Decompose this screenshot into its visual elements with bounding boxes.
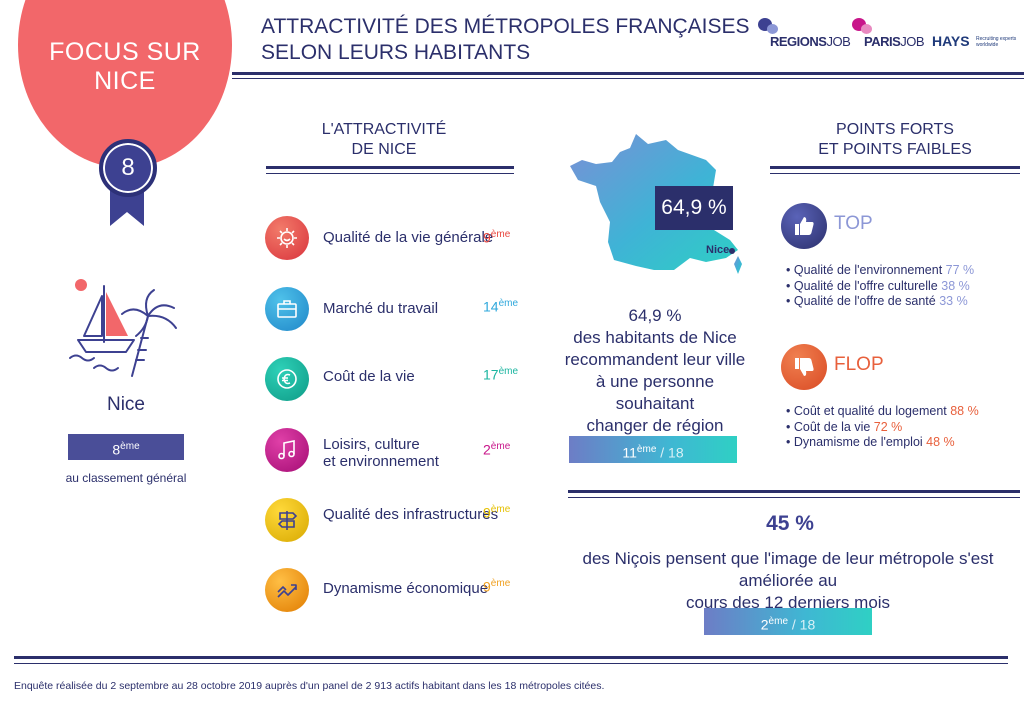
parisjob-logo-bubble-2 <box>861 24 872 34</box>
euro-coin-icon <box>277 369 297 389</box>
criteria-rule <box>266 166 514 169</box>
recommend-percent-box: 64,9 % <box>655 186 733 230</box>
parisjob-logo: PARISJOB <box>864 34 925 49</box>
footer-rule <box>14 656 1008 659</box>
criteria-heading: L'ATTRACTIVITÉ DE NICE <box>321 121 447 158</box>
top-item: Qualité de l'environnement 77 % <box>786 263 974 279</box>
sailboat-palm-illustration <box>69 279 177 377</box>
criterion-rank: 9ème <box>483 504 511 521</box>
trend-arrows-icon <box>277 584 297 598</box>
criterion-label: Loisirs, culture et environnement <box>323 436 439 470</box>
page-title: ATTRACTIVITÉ DES MÉTROPOLES FRANÇAISES S… <box>261 15 750 64</box>
hays-logo: HAYS <box>932 33 970 49</box>
image-rank-bar: 2ème / 18 <box>704 608 872 635</box>
criterion-icon-leisure-culture <box>265 428 309 472</box>
recommend-text: 64,9 % des habitants de Nice recommanden… <box>564 306 746 435</box>
criterion-rank: 9ème <box>483 578 511 595</box>
criterion-label: Dynamisme économique <box>323 580 489 597</box>
points-rule <box>770 166 1020 169</box>
header-rule-thin <box>232 78 1024 79</box>
nice-location-dot <box>729 248 735 254</box>
city-name: Nice <box>106 394 145 415</box>
criterion-icon-quality-of-life <box>265 216 309 260</box>
criterion-icon-economic-dynamism <box>265 568 309 612</box>
recommend-rank-bar: 11ème / 18 <box>569 436 737 463</box>
flop-item: Coût de la vie 72 % <box>786 420 979 436</box>
strengths-weaknesses-heading: POINTS FORTS ET POINTS FAIBLES <box>818 121 972 158</box>
focus-title: FOCUS SUR NICE <box>49 38 201 95</box>
top-item: Qualité de l'offre culturelle 38 % <box>786 279 974 295</box>
footer-rule-thin <box>14 663 1008 664</box>
criterion-rank: 9ème <box>483 229 511 246</box>
top-label: TOP <box>834 213 873 234</box>
flop-item: Coût et qualité du logement 88 % <box>786 404 979 420</box>
image-text: des Niçois pensent que l'image de leur m… <box>582 549 994 612</box>
criterion-rank: 17ème <box>483 366 519 383</box>
top-badge <box>781 203 827 249</box>
flop-list: Coût et qualité du logement 88 % Coût de… <box>786 404 979 451</box>
criterion-rank: 2ème <box>483 441 511 458</box>
signpost-icon <box>277 511 298 530</box>
criteria-rule-thin <box>266 173 514 174</box>
criterion-label: Qualité des infrastructures <box>323 506 499 523</box>
thumbs-down-icon <box>795 358 814 376</box>
briefcase-icon <box>277 300 297 318</box>
criterion-rank: 14ème <box>483 298 519 315</box>
france-map <box>570 134 742 274</box>
criterion-icon-job-market <box>265 287 309 331</box>
city-rank-caption: au classement général <box>65 471 187 485</box>
top-list: Qualité de l'environnement 77 % Qualité … <box>786 263 974 310</box>
regionsjob-logo-bubble-2 <box>767 24 778 34</box>
regionsjob-logo: REGIONSJOB <box>770 34 851 49</box>
criterion-label: Qualité de la vie générale <box>323 229 494 246</box>
flop-badge <box>781 344 827 390</box>
thumbs-up-icon <box>795 217 814 235</box>
rank-badge: 8 <box>99 139 157 197</box>
image-rule-thin <box>568 497 1020 498</box>
nice-map-label: Nice <box>706 244 730 256</box>
criterion-label: Coût de la vie <box>323 368 415 385</box>
hays-tagline: Recruiting experts worldwide <box>976 36 1017 48</box>
flop-label: FLOP <box>834 354 884 375</box>
image-rule <box>568 490 1020 493</box>
top-item: Qualité de l'offre de santé 33 % <box>786 294 974 310</box>
criterion-icon-cost-of-living <box>265 357 309 401</box>
image-percent: 45 % <box>766 512 814 535</box>
flop-item: Dynamisme de l'emploi 48 % <box>786 435 979 451</box>
smile-sun-icon <box>277 228 297 248</box>
city-rank-bar: 8ème <box>68 434 184 460</box>
points-rule-thin <box>770 173 1020 174</box>
criterion-label: Marché du travail <box>323 300 439 317</box>
music-note-icon <box>278 440 295 460</box>
criterion-icon-infrastructure <box>265 498 309 542</box>
footer-note: Enquête réalisée du 2 septembre au 28 oc… <box>14 680 605 692</box>
header-rule <box>232 72 1024 75</box>
